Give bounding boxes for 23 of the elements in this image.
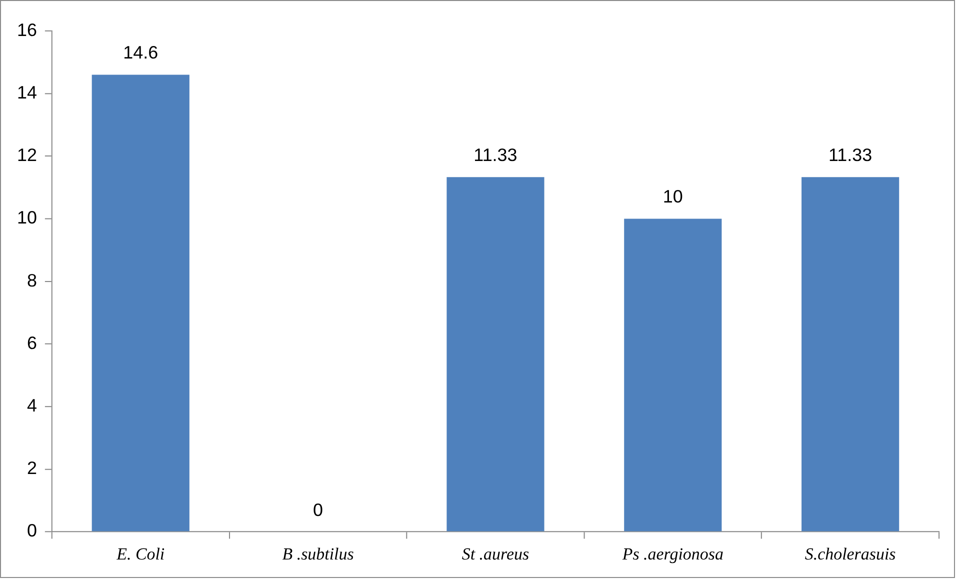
data-label: 11.33 [828,145,872,166]
y-tick-label: 10 [16,208,37,228]
data-label: 0 [313,500,324,520]
y-tick-label: 6 [26,332,37,353]
x-tick-label: B .subtilus [282,544,354,564]
y-tick-label: 4 [26,396,37,416]
bar [624,218,722,532]
data-label: 14.6 [123,42,158,63]
x-tick-label: E. Coli [116,544,165,564]
y-tick-label: 14 [16,82,37,102]
x-tick-label: St .aureus [462,544,530,564]
data-label: 10 [662,186,683,207]
x-tick-label: S.cholerasuis [804,544,896,564]
bar [446,177,544,532]
y-tick-label: 0 [26,520,37,541]
bar [92,74,190,532]
x-tick-label: Ps .aergionosa [621,544,724,564]
y-tick-label: 16 [16,20,37,40]
y-tick-label: 8 [26,270,37,290]
y-tick-label: 2 [26,458,37,478]
data-label: 11.33 [474,145,518,166]
bar [802,177,900,532]
y-tick-label: 12 [16,145,37,166]
